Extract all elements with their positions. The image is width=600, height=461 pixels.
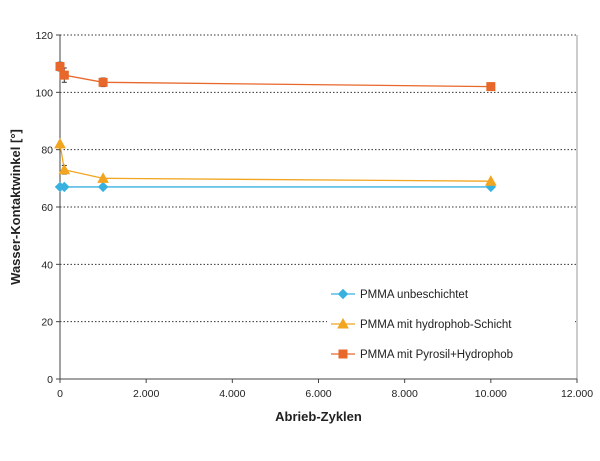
legend: PMMA unbeschichtet PMMA mit hydrophob-Sch… [327, 281, 575, 369]
series-line [59, 143, 491, 182]
y-tick-label: 60 [41, 202, 53, 214]
y-axis-title: Wasser-Kontaktwinkel [°] [8, 129, 23, 285]
data-point [97, 181, 109, 193]
data-point [58, 163, 71, 175]
series-group [54, 61, 497, 193]
data-point [97, 172, 109, 183]
legend-label: PMMA mit hydrophob-Schicht [360, 319, 512, 331]
x-axis-title: Abrieb-Zyklen [275, 409, 362, 424]
legend-label: PMMA unbeschichtet [360, 289, 469, 301]
legend-marker [338, 349, 348, 359]
legend-marker [337, 288, 349, 300]
legend-label: PMMA mit Pyrosil+Hydrophob [360, 349, 513, 361]
x-tick-label: 10.000 [475, 388, 507, 400]
y-tick-label: 0 [47, 374, 53, 386]
legend-item: PMMA unbeschichtet [331, 288, 469, 301]
data-point [486, 82, 496, 92]
axes: 0 20 40 60 80 100 120 0 2.000 4.000 6.000 8.000 10.0… [8, 30, 593, 424]
legend-marker [337, 317, 349, 329]
legend-item: PMMA mit hydrophob-Schicht [331, 317, 512, 331]
y-tick-label: 20 [41, 317, 53, 329]
x-tick-label: 2.000 [133, 388, 159, 400]
y-tick-label: 80 [41, 145, 53, 157]
data-point [484, 175, 497, 186]
x-tick-label: 4.000 [219, 388, 245, 400]
series-2 [54, 137, 497, 186]
legend-box [327, 281, 575, 369]
data-point [55, 62, 65, 72]
y-tick-label: 40 [41, 259, 53, 271]
x-tick-label: 6.000 [305, 388, 331, 400]
series-line [59, 66, 491, 88]
data-point [54, 137, 66, 149]
data-point [98, 77, 108, 87]
data-point [59, 70, 69, 80]
x-tick-label: 12.000 [561, 388, 593, 400]
series-3 [55, 61, 496, 92]
series-1 [54, 181, 497, 193]
x-tick-label: 8.000 [392, 388, 418, 400]
data-point [59, 181, 70, 193]
y-tick-label: 120 [35, 30, 53, 42]
y-tick-label: 100 [35, 87, 53, 99]
legend-item: PMMA mit Pyrosil+Hydrophob [331, 349, 513, 361]
x-tick-label: 0 [57, 388, 63, 400]
